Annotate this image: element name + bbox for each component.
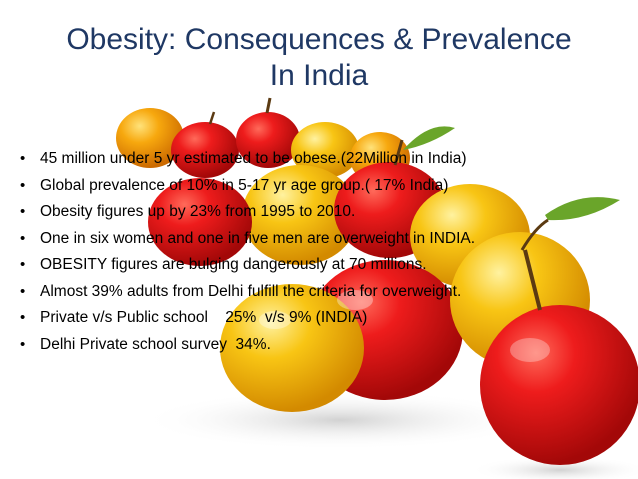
bullet-item: • Almost 39% adults from Delhi fulfill th… [20, 279, 620, 306]
slide-title: Obesity: Consequences & Prevalence In In… [30, 22, 608, 94]
bullet-item: • OBESITY figures are bulging dangerously… [20, 252, 620, 279]
bullet-item: • Global prevalence of 10% in 5-17 yr age… [20, 173, 620, 200]
bullet-dot: • [20, 203, 26, 220]
bullet-text: One in six women and one in five men are… [40, 229, 476, 247]
bullet-text: Almost 39% adults from Delhi fulfill the… [40, 282, 462, 300]
bullet-text: Obesity figures up by 23% from 1995 to 2… [40, 203, 356, 220]
bullet-dot: • [20, 256, 26, 273]
bullet-dot: • [20, 176, 26, 194]
bullet-item: • Private v/s Public school 25% v/s 9% (I… [20, 305, 620, 332]
bullet-dot: • [20, 335, 26, 353]
bullet-item: • 45 million under 5 yr estimated to be o… [20, 146, 620, 173]
bullet-text: Delhi Private school survey 34%. [40, 335, 271, 353]
bullet-text: 45 million under 5 yr estimated to be ob… [40, 150, 467, 167]
bullet-text: Global prevalence of 10% in 5-17 yr age … [40, 176, 449, 194]
bullet-dot: • [20, 150, 26, 167]
bullet-list: • 45 million under 5 yr estimated to be o… [20, 146, 620, 358]
bullet-dot: • [20, 229, 26, 247]
title-line-1: Obesity: Consequences & Prevalence [66, 23, 572, 56]
bullet-dot: • [20, 309, 26, 326]
bullet-item: • Delhi Private school survey 34%. [20, 332, 620, 359]
bullet-item: • One in six women and one in five men ar… [20, 226, 620, 253]
bullet-item: • Obesity figures up by 23% from 1995 to … [20, 199, 620, 226]
bullet-text: Private v/s Public school 25% v/s 9% (IN… [40, 309, 368, 326]
bullet-text: OBESITY figures are bulging dangerously … [40, 256, 427, 273]
title-line-2: In India [269, 59, 369, 92]
bullet-dot: • [20, 282, 26, 300]
